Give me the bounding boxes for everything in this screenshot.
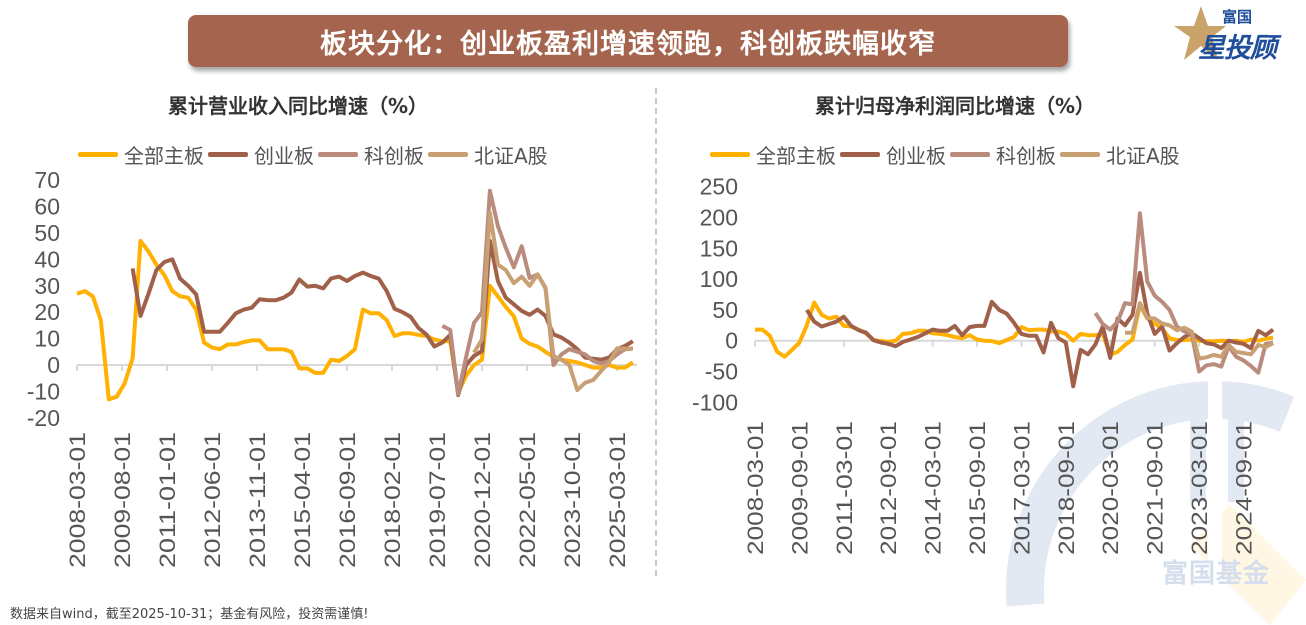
chart-divider [655, 88, 657, 576]
left-chart-title: 累计营业收入同比增速（%） [168, 94, 429, 118]
y-tick-label: 70 [34, 167, 60, 193]
x-tick-label: 2025-03-01 [605, 432, 630, 568]
legend-label: 创业板 [254, 144, 314, 168]
x-tick-label: 2023-03-01 [1187, 421, 1212, 555]
left-legend: 全部主板 创业板 科创板 北证A股 [78, 140, 552, 169]
legend-item: 全部主板 [710, 140, 836, 169]
legend-swatch [208, 152, 248, 157]
x-tick-label: 2020-03-01 [1098, 421, 1123, 555]
legend-item: 科创板 [950, 140, 1056, 169]
x-tick-label: 2014-03-01 [921, 421, 946, 555]
right-legend: 全部主板 创业板 科创板 北证A股 [710, 140, 1184, 169]
x-tick-label: 2012-06-01 [200, 432, 225, 568]
legend-item: 科创板 [318, 140, 424, 169]
legend-label: 北证A股 [474, 144, 548, 168]
legend-swatch [1060, 152, 1100, 157]
x-tick-label: 2009-08-01 [110, 432, 135, 568]
x-tick-label: 2015-09-01 [965, 421, 990, 555]
y-tick-label: 30 [34, 273, 60, 299]
legend-swatch [710, 152, 750, 157]
y-tick-label: 50 [712, 297, 738, 323]
x-tick-label: 2016-09-01 [335, 432, 360, 568]
series-line-2 [805, 270, 1275, 389]
x-tick-label: 2011-01-01 [155, 432, 180, 568]
y-tick-label: 150 [700, 235, 738, 261]
y-tick-label: 60 [34, 194, 60, 220]
series-line-1 [755, 300, 1274, 359]
legend-item: 北证A股 [1060, 140, 1180, 169]
x-tick-label: 2008-03-01 [743, 421, 768, 555]
y-tick-label: -10 [27, 378, 60, 404]
source-note: 数据来自wind，截至2025-10-31；基金有风险，投资需谨慎! [10, 607, 369, 622]
x-tick-label: 2018-09-01 [1054, 421, 1079, 555]
y-tick-label: 40 [34, 246, 60, 272]
y-tick-label: 20 [34, 299, 60, 325]
x-tick-label: 2013-11-01 [245, 432, 270, 568]
legend-item: 北证A股 [428, 140, 548, 169]
legend-swatch [318, 152, 358, 157]
y-tick-label: 0 [725, 328, 738, 354]
x-tick-label: 2023-10-01 [560, 432, 585, 568]
legend-swatch [840, 152, 880, 157]
x-tick-label: 2017-03-01 [1009, 421, 1034, 555]
series-line-4 [472, 210, 633, 393]
x-tick-label: 2015-04-01 [290, 432, 315, 568]
x-tick-label: 2008-03-01 [65, 432, 90, 568]
legend-item: 全部主板 [78, 140, 204, 169]
legend-item: 创业板 [840, 140, 946, 169]
series-line-4 [1125, 301, 1274, 361]
x-tick-label: 2018-02-01 [380, 432, 405, 568]
watermark-bar [1190, 392, 1206, 502]
y-tick-label: 0 [47, 352, 60, 378]
star-icon [1174, 6, 1226, 60]
x-tick-label: 2012-09-01 [876, 421, 901, 555]
x-tick-label: 2009-09-01 [787, 421, 812, 555]
watermark-bar [1228, 392, 1244, 502]
legend-label: 科创板 [364, 144, 424, 168]
series-line-1 [76, 238, 634, 402]
legend-label: 北证A股 [1106, 144, 1180, 168]
series-line-3 [441, 188, 634, 396]
x-tick-label: 2011-03-01 [832, 421, 857, 555]
x-tick-label: 2024-09-01 [1231, 421, 1256, 555]
x-tick-label: 2022-05-01 [515, 432, 540, 568]
legend-swatch [428, 152, 468, 157]
y-tick-label: -50 [705, 359, 738, 385]
legend-item: 创业板 [208, 140, 314, 169]
page-title: 板块分化：创业板盈利增速领跑，科创板跌幅收窄 [320, 28, 936, 60]
brand-logo: 富国 星投顾 [1168, 4, 1293, 64]
y-tick-label: 50 [34, 220, 60, 246]
legend-label: 全部主板 [124, 144, 204, 168]
y-tick-label: 200 [700, 205, 738, 231]
legend-label: 创业板 [886, 144, 946, 168]
legend-label: 科创板 [996, 144, 1056, 168]
y-tick-label: -100 [692, 389, 738, 415]
legend-swatch [950, 152, 990, 157]
title-banner: 板块分化：创业板盈利增速领跑，科创板跌幅收窄 [188, 15, 1068, 67]
y-tick-label: -20 [27, 405, 60, 431]
right-chart: -100 -50 0 50 100 150 200 250 2008-03-01 2009-09-… [692, 174, 1275, 555]
right-chart-title: 累计归母净利润同比增速（%） [815, 94, 1096, 118]
watermark-gap [1208, 380, 1222, 620]
logo-big-text: 星投顾 [1198, 33, 1277, 64]
x-tick-label: 2019-07-01 [425, 432, 450, 568]
y-tick-label: 10 [34, 326, 60, 352]
y-tick-label: 250 [700, 174, 738, 200]
watermark-text: 富国基金 [1162, 559, 1271, 589]
legend-label: 全部主板 [756, 144, 836, 168]
series-line-3 [1093, 211, 1274, 375]
logo-small-text: 富国 [1222, 8, 1253, 26]
y-tick-label: 100 [700, 266, 738, 292]
x-tick-label: 2020-12-01 [470, 432, 495, 568]
x-tick-label: 2021-09-01 [1143, 421, 1168, 555]
legend-swatch [78, 152, 118, 157]
